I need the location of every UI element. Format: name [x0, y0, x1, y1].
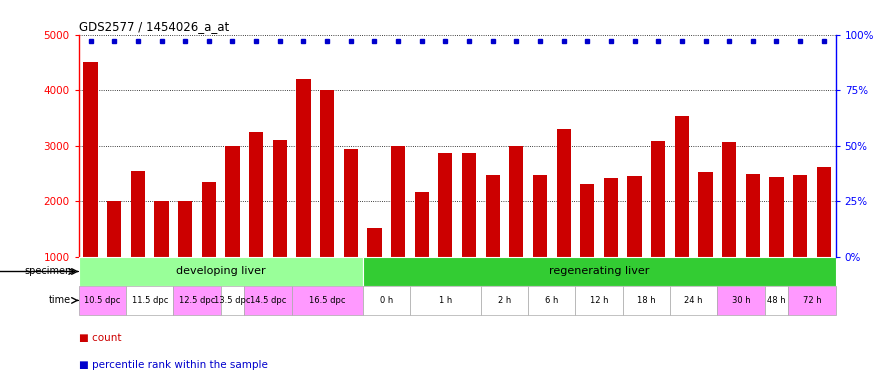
- Bar: [344, 149, 358, 257]
- Text: 18 h: 18 h: [637, 296, 655, 305]
- Bar: [244, 286, 291, 315]
- Text: 48 h: 48 h: [767, 296, 786, 305]
- Bar: [816, 167, 831, 257]
- Bar: [107, 202, 122, 257]
- Text: regenerating liver: regenerating liver: [549, 266, 649, 276]
- Text: 12.5 dpc: 12.5 dpc: [178, 296, 215, 305]
- Text: 12 h: 12 h: [590, 296, 608, 305]
- Bar: [273, 140, 287, 257]
- Text: 72 h: 72 h: [802, 296, 822, 305]
- Bar: [320, 90, 334, 257]
- Bar: [509, 146, 523, 257]
- Bar: [623, 286, 670, 315]
- Text: 14.5 dpc: 14.5 dpc: [249, 296, 286, 305]
- Bar: [220, 286, 244, 315]
- Text: 0 h: 0 h: [380, 296, 393, 305]
- Bar: [556, 129, 570, 257]
- Bar: [528, 286, 576, 315]
- Bar: [533, 175, 547, 257]
- Bar: [415, 192, 429, 257]
- Bar: [675, 116, 689, 257]
- Bar: [651, 141, 665, 257]
- Bar: [769, 177, 784, 257]
- Bar: [155, 202, 169, 257]
- Bar: [178, 202, 192, 257]
- Bar: [83, 62, 98, 257]
- Bar: [462, 153, 476, 257]
- Bar: [604, 178, 618, 257]
- Bar: [580, 184, 594, 257]
- Bar: [297, 79, 311, 257]
- Bar: [627, 176, 641, 257]
- Text: developing liver: developing liver: [176, 266, 265, 276]
- Bar: [79, 286, 126, 315]
- Text: 10.5 dpc: 10.5 dpc: [84, 296, 121, 305]
- Bar: [765, 286, 788, 315]
- Bar: [226, 146, 240, 257]
- Text: 24 h: 24 h: [684, 296, 703, 305]
- Text: ■ count: ■ count: [79, 333, 122, 343]
- Bar: [788, 286, 836, 315]
- Bar: [202, 182, 216, 257]
- Bar: [368, 228, 382, 257]
- Bar: [249, 132, 263, 257]
- Text: time: time: [49, 295, 71, 305]
- Bar: [698, 172, 712, 257]
- Bar: [486, 175, 500, 257]
- Text: ■ percentile rank within the sample: ■ percentile rank within the sample: [79, 360, 268, 370]
- Text: 30 h: 30 h: [732, 296, 751, 305]
- Text: 16.5 dpc: 16.5 dpc: [309, 296, 346, 305]
- Bar: [438, 153, 452, 257]
- Bar: [576, 286, 623, 315]
- Text: 2 h: 2 h: [498, 296, 511, 305]
- Bar: [130, 171, 145, 257]
- Bar: [718, 286, 765, 315]
- Bar: [391, 146, 405, 257]
- Text: 1 h: 1 h: [438, 296, 452, 305]
- Bar: [362, 257, 836, 286]
- Bar: [362, 286, 410, 315]
- Bar: [126, 286, 173, 315]
- Bar: [173, 286, 220, 315]
- Bar: [793, 175, 808, 257]
- Text: 11.5 dpc: 11.5 dpc: [131, 296, 168, 305]
- Bar: [746, 174, 760, 257]
- Bar: [79, 257, 362, 286]
- Bar: [481, 286, 528, 315]
- Bar: [410, 286, 481, 315]
- Text: GDS2577 / 1454026_a_at: GDS2577 / 1454026_a_at: [79, 20, 229, 33]
- Text: specimen: specimen: [24, 266, 71, 276]
- Text: 6 h: 6 h: [545, 296, 558, 305]
- Bar: [722, 142, 736, 257]
- Bar: [291, 286, 362, 315]
- Text: 13.5 dpc: 13.5 dpc: [214, 296, 251, 305]
- Bar: [670, 286, 718, 315]
